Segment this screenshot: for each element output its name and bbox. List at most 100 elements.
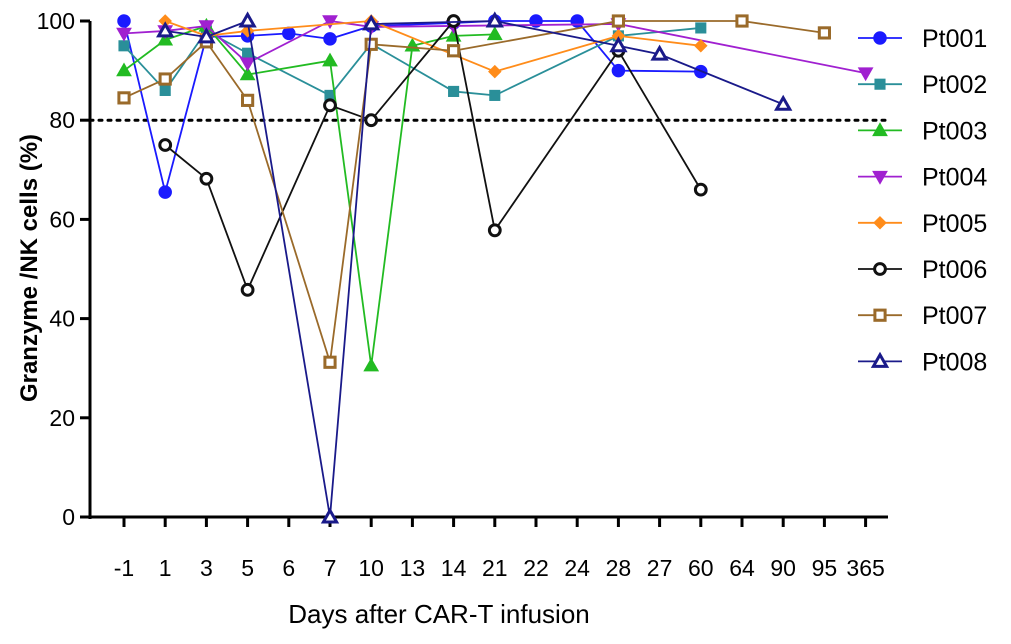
data-point [695, 22, 707, 34]
data-point [857, 67, 874, 82]
data-point [240, 282, 255, 297]
legend-label: Pt004 [922, 164, 987, 192]
x-tick-label: 22 [523, 555, 549, 581]
legend-label: Pt005 [922, 210, 987, 238]
data-point [322, 15, 338, 30]
series-pt008 [156, 11, 793, 524]
y-tick-label: 20 [49, 405, 75, 431]
x-tick-label: 6 [282, 555, 295, 581]
data-point [239, 66, 256, 81]
data-point [362, 14, 381, 31]
data-point [199, 171, 214, 186]
data-point [242, 47, 254, 59]
data-point [485, 11, 504, 28]
series-line [165, 20, 784, 518]
legend-item: Pt002 [858, 71, 987, 99]
x-axis-title: Days after CAR-T infusion [288, 599, 590, 629]
data-point [363, 357, 380, 372]
data-point [448, 85, 460, 97]
legend-marker [872, 122, 888, 137]
legend-item: Pt003 [858, 117, 987, 145]
x-tick-label: 24 [564, 555, 590, 581]
data-point [693, 182, 708, 197]
series-pt007 [117, 14, 831, 369]
x-tick-label: 64 [729, 555, 755, 581]
data-point [320, 507, 340, 524]
data-point [611, 63, 626, 78]
y-tick-label: 100 [37, 8, 75, 34]
legend: Pt001 Pt002 Pt003 Pt004 Pt005 Pt006 Pt007 Pt008 [858, 25, 987, 376]
legend-marker [872, 170, 888, 185]
legend-label: Pt007 [922, 302, 987, 330]
legend-label: Pt001 [922, 25, 987, 53]
series-group [116, 11, 874, 524]
x-tick-label: 10 [358, 555, 384, 581]
x-tick-label: 5 [241, 555, 254, 581]
legend-item: Pt005 [858, 210, 987, 238]
data-point [650, 44, 669, 61]
legend-marker [873, 216, 887, 230]
data-point [447, 44, 461, 58]
data-point [116, 62, 132, 77]
data-point [158, 138, 173, 152]
x-tick-label: -1 [114, 555, 134, 581]
x-tick-label: 27 [647, 555, 673, 581]
legend-marker [873, 31, 887, 45]
legend-label: Pt003 [922, 117, 987, 145]
data-point [198, 20, 215, 35]
data-point [323, 355, 337, 369]
data-point [529, 14, 543, 28]
data-point [116, 27, 132, 42]
legend-marker [873, 308, 887, 322]
y-tick-label: 60 [49, 206, 75, 232]
data-point [117, 14, 131, 28]
data-point [156, 21, 175, 38]
y-tick-label: 40 [49, 306, 75, 332]
data-point [488, 64, 502, 79]
x-tick-label: 7 [324, 555, 337, 581]
data-point [486, 26, 503, 41]
data-point [817, 26, 831, 40]
x-tick-label: 14 [441, 555, 467, 581]
legend-item: Pt004 [858, 164, 987, 192]
x-tick-label: 95 [812, 555, 838, 581]
data-point [158, 72, 172, 86]
data-point [241, 93, 255, 107]
data-point [323, 98, 337, 113]
data-point [158, 185, 172, 199]
legend-item: Pt006 [858, 256, 987, 284]
legend-item: Pt008 [858, 348, 987, 376]
series-line [123, 25, 495, 367]
y-axis-title: Granzyme /NK cells (%) [16, 134, 43, 402]
data-point [694, 39, 708, 53]
legend-marker [870, 351, 890, 368]
x-tick-label: 90 [770, 555, 796, 581]
data-point [364, 37, 378, 51]
data-point [239, 57, 256, 72]
data-point [489, 89, 501, 101]
legend-marker [873, 262, 887, 276]
legend-label: Pt008 [922, 348, 987, 376]
data-point [118, 40, 130, 52]
data-point [322, 52, 338, 67]
x-tick-label: 1 [159, 555, 172, 581]
x-tick-label: 365 [846, 555, 884, 581]
x-tick-label: 3 [200, 555, 213, 581]
data-point [735, 14, 749, 28]
y-tick-label: 0 [62, 504, 75, 530]
data-point [238, 11, 257, 28]
series-line [123, 20, 825, 364]
legend-item: Pt007 [858, 302, 987, 330]
x-tick-label: 13 [400, 555, 426, 581]
data-point [282, 26, 296, 41]
y-tick-label: 80 [49, 107, 75, 133]
x-tick-label: 21 [482, 555, 508, 581]
legend-item: Pt001 [858, 25, 987, 53]
data-point [364, 113, 379, 128]
x-tick-label: 28 [606, 555, 632, 581]
data-point [609, 36, 628, 53]
legend-label: Pt002 [922, 71, 987, 99]
data-point [446, 14, 461, 28]
